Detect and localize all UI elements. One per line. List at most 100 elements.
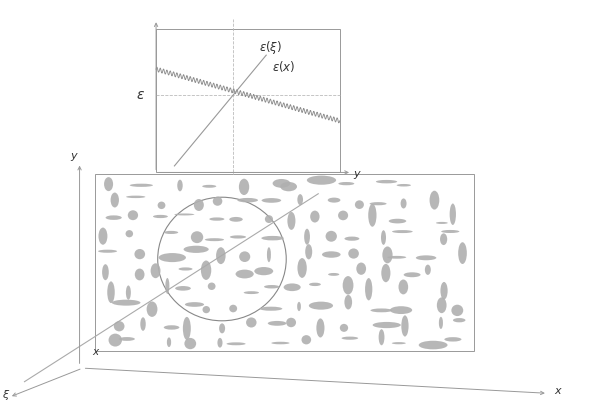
Ellipse shape	[368, 204, 376, 227]
Ellipse shape	[326, 231, 337, 242]
Ellipse shape	[381, 230, 386, 245]
Ellipse shape	[203, 306, 210, 313]
Ellipse shape	[322, 251, 341, 258]
Ellipse shape	[102, 264, 109, 280]
Ellipse shape	[261, 236, 284, 241]
Ellipse shape	[159, 253, 186, 262]
Ellipse shape	[217, 338, 223, 348]
Ellipse shape	[340, 324, 348, 332]
Ellipse shape	[286, 318, 296, 327]
Ellipse shape	[307, 176, 336, 185]
Ellipse shape	[439, 317, 443, 329]
Ellipse shape	[255, 267, 273, 275]
Ellipse shape	[297, 258, 307, 278]
Ellipse shape	[165, 278, 170, 294]
Ellipse shape	[167, 337, 171, 347]
Ellipse shape	[158, 202, 165, 209]
Ellipse shape	[401, 316, 409, 337]
Text: $\varepsilon(\xi)$: $\varepsilon(\xi)$	[259, 39, 282, 56]
Text: $\varepsilon$: $\varepsilon$	[136, 88, 145, 102]
Ellipse shape	[370, 202, 387, 205]
Ellipse shape	[236, 270, 254, 278]
Ellipse shape	[191, 231, 203, 243]
Ellipse shape	[239, 251, 250, 262]
Ellipse shape	[305, 244, 312, 260]
Ellipse shape	[201, 260, 211, 280]
Ellipse shape	[338, 182, 354, 185]
Ellipse shape	[381, 264, 390, 282]
Text: $\xi$: $\xi$	[2, 388, 10, 402]
Ellipse shape	[379, 329, 384, 345]
Text: x: x	[554, 386, 561, 397]
Ellipse shape	[164, 231, 178, 234]
Ellipse shape	[194, 199, 204, 211]
Ellipse shape	[304, 229, 310, 245]
Ellipse shape	[151, 263, 160, 278]
Ellipse shape	[246, 318, 256, 328]
Text: y: y	[353, 169, 360, 179]
Ellipse shape	[207, 283, 215, 290]
Ellipse shape	[416, 256, 436, 260]
Ellipse shape	[128, 210, 138, 220]
Ellipse shape	[401, 198, 406, 208]
Ellipse shape	[184, 246, 209, 253]
Ellipse shape	[327, 197, 340, 203]
Ellipse shape	[112, 300, 141, 305]
Ellipse shape	[125, 230, 133, 237]
Ellipse shape	[356, 262, 366, 275]
Ellipse shape	[450, 204, 456, 225]
Ellipse shape	[185, 302, 204, 307]
Ellipse shape	[328, 273, 339, 276]
Ellipse shape	[147, 301, 157, 317]
Ellipse shape	[153, 215, 168, 218]
Ellipse shape	[309, 301, 333, 310]
Ellipse shape	[338, 211, 348, 220]
Ellipse shape	[283, 283, 300, 291]
Ellipse shape	[261, 198, 281, 203]
Ellipse shape	[390, 306, 412, 314]
Ellipse shape	[119, 337, 135, 341]
Ellipse shape	[425, 265, 431, 275]
Ellipse shape	[179, 268, 193, 270]
Ellipse shape	[309, 283, 321, 286]
Ellipse shape	[280, 182, 297, 191]
Ellipse shape	[174, 214, 195, 216]
Ellipse shape	[106, 215, 122, 220]
Ellipse shape	[444, 337, 461, 342]
Ellipse shape	[265, 215, 273, 223]
Ellipse shape	[404, 272, 420, 277]
Ellipse shape	[355, 200, 364, 209]
Ellipse shape	[387, 256, 406, 259]
Text: x: x	[92, 347, 98, 357]
Ellipse shape	[175, 286, 191, 291]
Ellipse shape	[104, 177, 113, 191]
Ellipse shape	[264, 285, 279, 289]
Ellipse shape	[348, 248, 359, 259]
Ellipse shape	[370, 308, 392, 312]
Ellipse shape	[345, 295, 352, 310]
Ellipse shape	[126, 195, 146, 198]
Ellipse shape	[230, 235, 246, 239]
Ellipse shape	[135, 268, 144, 280]
Ellipse shape	[209, 218, 225, 221]
Ellipse shape	[397, 184, 411, 187]
Ellipse shape	[239, 179, 249, 195]
Ellipse shape	[452, 305, 463, 316]
Ellipse shape	[437, 297, 447, 313]
Ellipse shape	[230, 305, 237, 312]
Ellipse shape	[267, 247, 271, 262]
Ellipse shape	[216, 247, 226, 264]
Ellipse shape	[316, 318, 324, 337]
Ellipse shape	[288, 212, 296, 230]
Ellipse shape	[365, 278, 372, 300]
Ellipse shape	[164, 325, 179, 330]
Ellipse shape	[419, 341, 447, 349]
Ellipse shape	[382, 247, 393, 264]
Ellipse shape	[183, 317, 191, 340]
Ellipse shape	[310, 211, 319, 222]
Ellipse shape	[213, 197, 222, 206]
Ellipse shape	[440, 233, 447, 245]
Ellipse shape	[341, 337, 358, 340]
Ellipse shape	[441, 282, 447, 299]
Ellipse shape	[373, 322, 401, 328]
